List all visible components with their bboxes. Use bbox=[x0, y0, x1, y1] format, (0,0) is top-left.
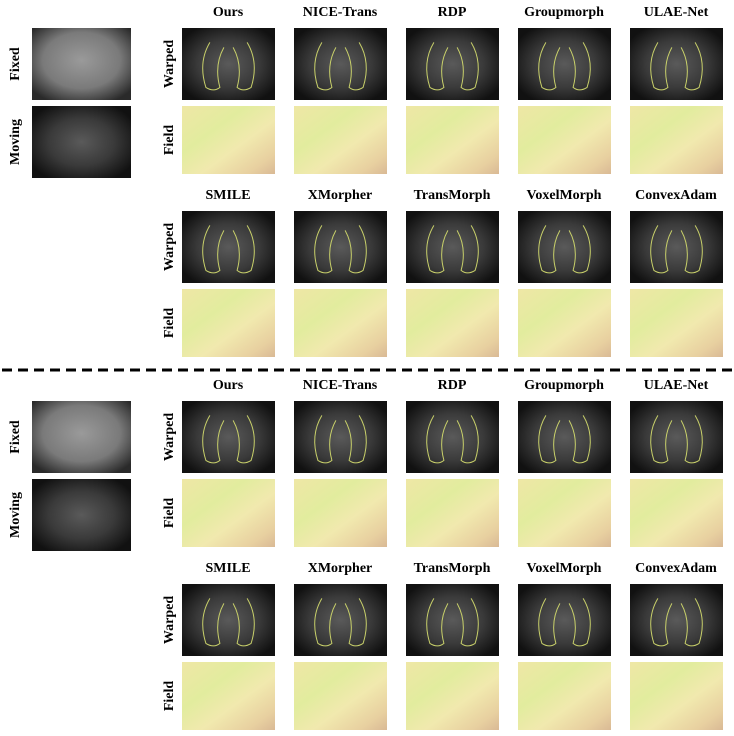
field-image bbox=[406, 289, 499, 357]
row-label: Field bbox=[162, 498, 177, 529]
row-label: Warped bbox=[162, 223, 177, 271]
contour bbox=[538, 415, 591, 464]
input-image bbox=[32, 106, 131, 178]
method-title: VoxelMorph bbox=[527, 188, 602, 203]
contour bbox=[426, 415, 479, 464]
contour bbox=[314, 598, 367, 647]
method-title: TransMorph bbox=[414, 188, 491, 203]
field-image bbox=[518, 479, 611, 547]
row-label: Moving bbox=[8, 492, 23, 538]
contour bbox=[314, 42, 367, 91]
warped-image bbox=[630, 211, 723, 283]
row-label: Warped bbox=[162, 596, 177, 644]
field-image bbox=[630, 289, 723, 357]
warped-image bbox=[182, 401, 275, 473]
field-image bbox=[518, 662, 611, 730]
warped-image bbox=[406, 584, 499, 656]
contour bbox=[538, 598, 591, 647]
contour bbox=[202, 225, 255, 274]
warped-image bbox=[630, 584, 723, 656]
field-image bbox=[630, 662, 723, 730]
method-title: RDP bbox=[438, 378, 467, 393]
field-image bbox=[294, 106, 387, 174]
contour bbox=[650, 598, 703, 647]
field-image bbox=[630, 106, 723, 174]
contour bbox=[426, 598, 479, 647]
field-image bbox=[294, 479, 387, 547]
field-image bbox=[182, 662, 275, 730]
warped-image bbox=[406, 28, 499, 100]
method-title: TransMorph bbox=[414, 561, 491, 576]
contour bbox=[650, 42, 703, 91]
contour bbox=[314, 415, 367, 464]
field-image bbox=[518, 289, 611, 357]
row-label: Field bbox=[162, 308, 177, 339]
method-title: RDP bbox=[438, 5, 467, 20]
contour bbox=[314, 225, 367, 274]
warped-image bbox=[630, 401, 723, 473]
field-image bbox=[182, 479, 275, 547]
method-title: NICE-Trans bbox=[303, 378, 378, 393]
method-title: Groupmorph bbox=[524, 5, 604, 20]
row-label: Fixed bbox=[8, 47, 23, 81]
method-title: SMILE bbox=[205, 561, 250, 576]
row-label: Field bbox=[162, 125, 177, 156]
input-image bbox=[32, 28, 131, 100]
contour bbox=[538, 42, 591, 91]
contour bbox=[426, 42, 479, 91]
warped-image bbox=[294, 584, 387, 656]
row-label: Fixed bbox=[8, 420, 23, 454]
contour bbox=[650, 415, 703, 464]
method-title: Ours bbox=[213, 5, 244, 20]
field-image bbox=[182, 289, 275, 357]
contour bbox=[202, 42, 255, 91]
contour bbox=[650, 225, 703, 274]
warped-image bbox=[182, 211, 275, 283]
contour bbox=[202, 598, 255, 647]
method-title: Ours bbox=[213, 378, 244, 393]
input-image bbox=[32, 479, 131, 551]
field-image bbox=[406, 106, 499, 174]
warped-image bbox=[518, 584, 611, 656]
row-label: Moving bbox=[8, 119, 23, 165]
method-title: XMorpher bbox=[308, 561, 373, 576]
warped-image bbox=[182, 28, 275, 100]
row-label: Field bbox=[162, 681, 177, 712]
warped-image bbox=[406, 211, 499, 283]
method-title: SMILE bbox=[205, 188, 250, 203]
field-image bbox=[518, 106, 611, 174]
warped-image bbox=[294, 211, 387, 283]
warped-image bbox=[182, 584, 275, 656]
method-title: ConvexAdam bbox=[635, 188, 717, 203]
field-image bbox=[294, 289, 387, 357]
method-title: Groupmorph bbox=[524, 378, 604, 393]
contour bbox=[538, 225, 591, 274]
method-title: ULAE-Net bbox=[644, 5, 709, 20]
field-image bbox=[182, 106, 275, 174]
warped-image bbox=[518, 211, 611, 283]
method-title: ULAE-Net bbox=[644, 378, 709, 393]
warped-image bbox=[294, 28, 387, 100]
warped-image bbox=[406, 401, 499, 473]
contour bbox=[202, 415, 255, 464]
warped-image bbox=[518, 28, 611, 100]
method-title: NICE-Trans bbox=[303, 5, 378, 20]
method-title: ConvexAdam bbox=[635, 561, 717, 576]
field-image bbox=[294, 662, 387, 730]
field-image bbox=[630, 479, 723, 547]
input-image bbox=[32, 401, 131, 473]
method-title: XMorpher bbox=[308, 188, 373, 203]
row-label: Warped bbox=[162, 40, 177, 88]
contour bbox=[426, 225, 479, 274]
field-image bbox=[406, 479, 499, 547]
warped-image bbox=[294, 401, 387, 473]
method-title: VoxelMorph bbox=[527, 561, 602, 576]
field-image bbox=[406, 662, 499, 730]
row-label: Warped bbox=[162, 413, 177, 461]
warped-image bbox=[518, 401, 611, 473]
warped-image bbox=[630, 28, 723, 100]
